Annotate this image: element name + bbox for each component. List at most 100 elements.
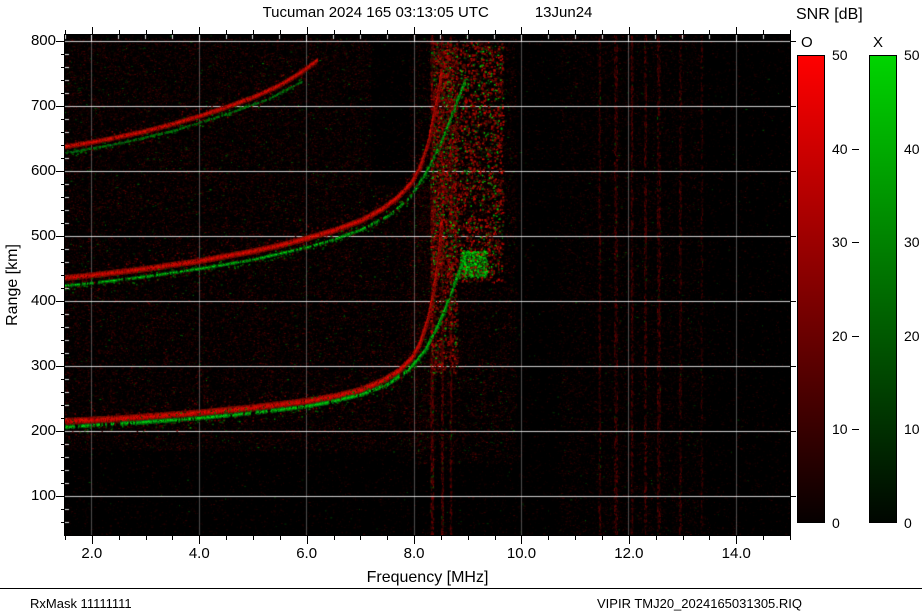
y-minor-tick-mark (61, 184, 65, 186)
y-minor-tick-mark (61, 145, 65, 147)
y-minor-tick-mark (61, 262, 65, 264)
colorbar-mode-label-X: X (873, 34, 884, 51)
y-minor-tick-mark (61, 197, 65, 199)
x-top-tick-mark (440, 30, 442, 34)
x-top-tick-mark (333, 30, 335, 34)
y-tick-mark-right (791, 236, 796, 238)
x-tick-mark (306, 536, 308, 544)
y-minor-tick-mark (61, 483, 65, 485)
y-tick-mark-right (791, 301, 796, 303)
x-tick-label: 2.0 (81, 545, 103, 562)
x-tick-mark (521, 536, 523, 544)
chart-title-date: 13Jun24 (534, 4, 593, 21)
y-minor-tick-mark (61, 288, 65, 290)
y-tick-mark (56, 41, 65, 43)
plot-frame (64, 34, 791, 536)
x-tick-label: 14.0 (721, 545, 751, 562)
y-minor-tick-mark (61, 353, 65, 355)
x-tick-mark (709, 536, 711, 540)
colorbar-tick-label: 50 (832, 47, 848, 63)
y-tick-mark (56, 171, 65, 173)
x-tick-mark (252, 536, 254, 540)
footer-rxmask: RxMask 11111111 (30, 596, 132, 611)
colorbar-tick-label: 40 (832, 140, 848, 157)
chart-title: Tucuman 2024 165 03:13:05 UTC 13Jun24 (65, 4, 790, 21)
x-tick-mark (628, 536, 630, 544)
colorbar-tick-dash (852, 335, 859, 337)
colorbar-tick-dash (852, 429, 859, 431)
colorbar-O (797, 55, 825, 523)
y-minor-tick-mark (61, 470, 65, 472)
y-minor-tick-mark (61, 119, 65, 121)
y-minor-tick-mark (61, 392, 65, 394)
x-top-tick-mark (252, 30, 254, 34)
x-tick-mark (655, 536, 657, 540)
x-tick-label: 6.0 (296, 545, 318, 562)
colorbar-tick-label: 20 (832, 327, 848, 344)
y-tick-mark (56, 236, 65, 238)
y-minor-tick-mark (61, 67, 65, 69)
colorbar-tick-label: 30 (904, 234, 920, 251)
y-axis-label: Range [km] (4, 244, 21, 326)
x-axis-label: Frequency [MHz] (366, 569, 489, 586)
x-top-tick-mark (494, 30, 496, 34)
y-tick-label: 600 (30, 162, 56, 180)
y-tick-mark (56, 301, 65, 303)
x-top-tick-mark (306, 27, 308, 34)
y-minor-tick-mark (61, 522, 65, 523)
x-tick-mark (226, 536, 228, 540)
y-minor-tick-mark (61, 457, 65, 459)
x-tick-mark (763, 536, 765, 540)
x-tick-mark (172, 536, 174, 540)
y-minor-tick-mark (61, 249, 65, 251)
y-minor-tick-mark (61, 405, 65, 407)
colorbar-tick-label: 20 (904, 327, 920, 344)
x-tick-mark (440, 536, 442, 540)
chart-title-main: Tucuman 2024 165 03:13:05 UTC (262, 4, 489, 21)
x-tick-mark (65, 536, 66, 540)
x-top-tick-mark (467, 30, 469, 34)
x-top-tick-mark (65, 30, 66, 34)
x-top-tick-mark (279, 30, 281, 34)
x-tick-label: 10.0 (506, 545, 537, 562)
x-tick-mark (333, 536, 335, 540)
y-tick-mark-right (791, 106, 796, 108)
ionogram-canvas (65, 35, 790, 535)
x-top-tick-mark (575, 30, 577, 34)
x-top-tick-mark (763, 30, 765, 34)
y-tick-mark-right (791, 496, 796, 498)
x-tick-mark (91, 536, 93, 544)
colorbar-tick-dash (852, 242, 859, 244)
x-top-tick-mark (118, 30, 120, 34)
x-tick-mark (548, 536, 550, 540)
x-top-tick-mark (360, 30, 362, 34)
x-tick-label: 8.0 (403, 545, 425, 562)
x-tick-mark (145, 536, 147, 540)
colorbar-tick-label: 0 (832, 515, 840, 531)
y-tick-label: 400 (30, 292, 56, 310)
x-tick-mark (736, 536, 738, 544)
x-tick-mark (790, 536, 791, 540)
colorbar-tick-dash (852, 148, 859, 150)
x-tick-mark (414, 536, 416, 544)
y-tick-mark-right (791, 171, 796, 173)
colorbar-X (869, 55, 897, 523)
y-tick-mark (56, 106, 65, 108)
y-minor-tick-mark (61, 379, 65, 381)
footer-filename: VIPIR TMJ20_2024165031305.RIQ (597, 596, 803, 611)
x-tick-mark (575, 536, 577, 540)
y-minor-tick-mark (61, 418, 65, 420)
x-top-tick-mark (521, 27, 523, 34)
x-top-tick-mark (226, 30, 228, 34)
y-minor-tick-mark (61, 223, 65, 225)
x-tick-mark (360, 536, 362, 540)
colorbar-tick-label: 0 (904, 515, 912, 531)
x-top-tick-mark (91, 27, 93, 34)
x-tick-mark (494, 536, 496, 540)
y-minor-tick-mark (61, 132, 65, 134)
x-top-tick-mark (548, 30, 550, 34)
y-minor-tick-mark (61, 327, 65, 329)
x-tick-mark (467, 536, 469, 540)
x-top-tick-mark (414, 27, 416, 34)
